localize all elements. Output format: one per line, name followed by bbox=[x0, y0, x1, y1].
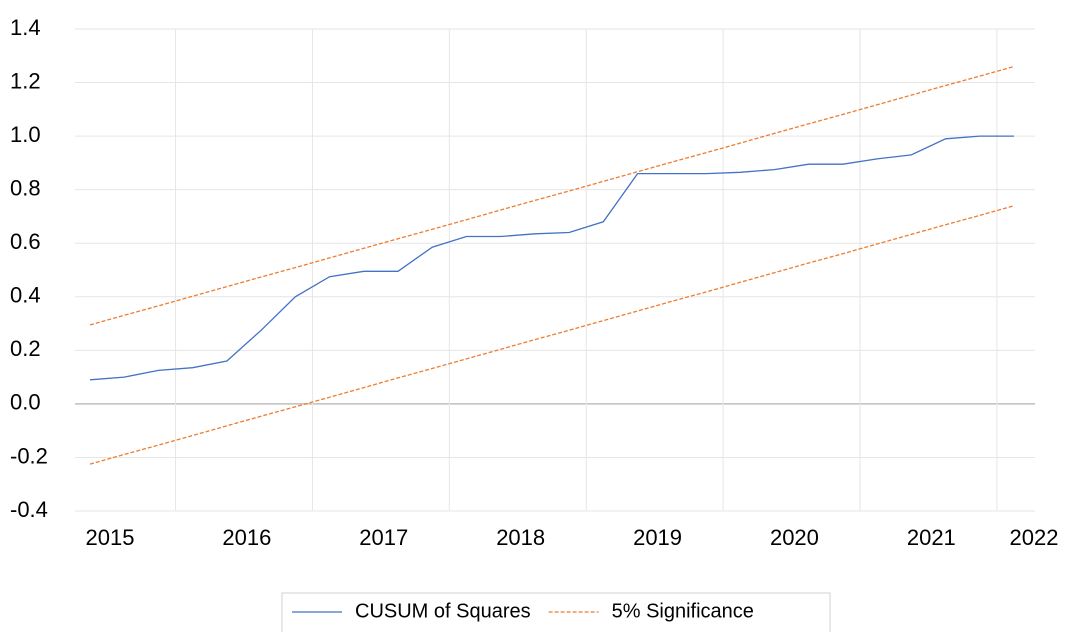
x-tick-label: 2015 bbox=[86, 525, 135, 550]
legend-label: 5% Significance bbox=[612, 600, 754, 622]
x-tick-label: 2016 bbox=[222, 525, 271, 550]
series-line bbox=[89, 65, 1015, 326]
y-tick-label: -0.4 bbox=[10, 497, 48, 522]
x-tick-label: 2018 bbox=[496, 525, 545, 550]
x-tick-label: 2019 bbox=[633, 525, 682, 550]
x-tick-label: 2022 bbox=[1010, 525, 1059, 550]
y-tick-label: 0.6 bbox=[10, 229, 41, 254]
y-tick-label: 0.4 bbox=[10, 283, 41, 308]
y-tick-label: 0.2 bbox=[10, 336, 41, 361]
legend-label: CUSUM of Squares bbox=[355, 600, 531, 622]
y-tick-label: 0.0 bbox=[10, 390, 41, 415]
y-tick-label: 1.4 bbox=[10, 15, 41, 40]
y-tick-label: 1.2 bbox=[10, 68, 41, 93]
series-line bbox=[89, 205, 1015, 465]
y-tick-label: -0.2 bbox=[10, 443, 48, 468]
x-tick-label: 2021 bbox=[907, 525, 956, 550]
x-tick-label: 2017 bbox=[359, 525, 408, 550]
y-tick-label: 0.8 bbox=[10, 175, 41, 200]
series-line bbox=[89, 135, 1014, 381]
y-tick-label: 1.0 bbox=[10, 122, 41, 147]
x-tick-label: 2020 bbox=[770, 525, 819, 550]
